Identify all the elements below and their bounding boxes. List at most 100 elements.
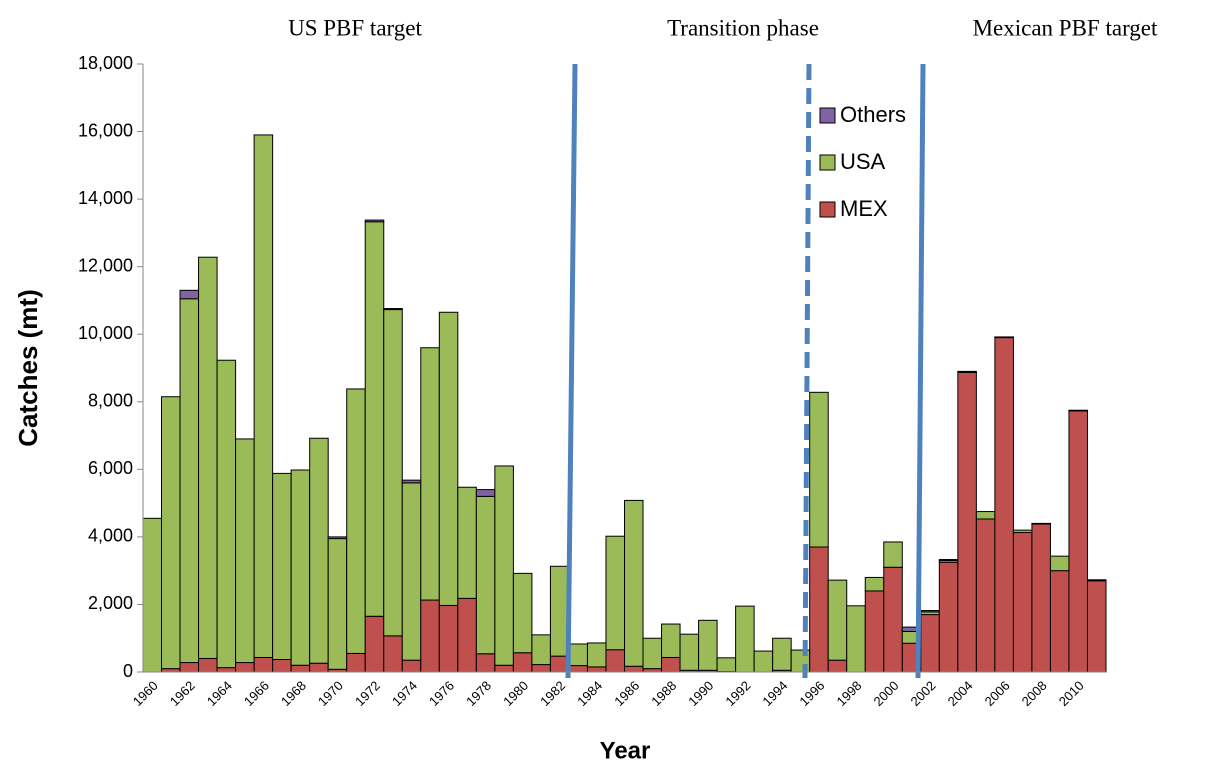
x-tick-label: 1990 (685, 678, 716, 709)
bar-segment (531, 634, 551, 666)
bar-segment (401, 659, 422, 673)
bar-segment (383, 635, 403, 673)
bar-segment (327, 538, 348, 670)
bar-segment (512, 572, 533, 654)
x-tick-label: 1966 (241, 678, 272, 709)
bar-segment (809, 391, 829, 548)
bar-segment (383, 308, 403, 311)
bar-segment (216, 359, 237, 669)
bar-segment (475, 495, 496, 655)
x-tick-label: 2008 (1019, 678, 1050, 709)
y-tick-label: 10,000 (78, 323, 133, 343)
bar-segment (1031, 522, 1051, 525)
bar-segment (253, 134, 274, 658)
bar-segment (1068, 409, 1088, 412)
bar-segment (920, 614, 940, 673)
bar-segment (883, 566, 903, 673)
bar-segment (716, 657, 737, 673)
bar-segment (1012, 531, 1033, 673)
y-tick-label: 2,000 (88, 593, 133, 613)
x-tick-label: 1988 (648, 678, 679, 709)
x-tick-label: 1980 (500, 678, 531, 709)
y-tick-label: 6,000 (88, 458, 133, 478)
bar-segment (512, 652, 533, 673)
bar-segment (198, 256, 218, 659)
bar-segment (624, 499, 644, 667)
bar-segment (975, 518, 996, 673)
bar-segment (272, 659, 292, 673)
bar-segment (253, 656, 274, 673)
bar-segment (179, 662, 200, 673)
bar-segment (586, 666, 607, 673)
x-tick-label: 1964 (204, 678, 235, 709)
x-tick-label: 1972 (352, 678, 383, 709)
bar-segment (235, 438, 255, 664)
x-tick-label: 1978 (463, 678, 494, 709)
bar-segment (383, 309, 403, 637)
x-tick-label: 2004 (945, 678, 976, 709)
bar-segment (994, 337, 1014, 673)
x-tick-label: 1970 (315, 678, 346, 709)
bar-segment (661, 623, 681, 658)
bar-segment (364, 219, 385, 223)
bar-segment (475, 489, 496, 497)
legend-label: USA (840, 149, 886, 174)
bar-segment (642, 668, 663, 673)
x-tick-label: 1986 (611, 678, 642, 709)
x-tick-label: 1984 (574, 678, 605, 709)
x-tick-label: 1994 (759, 678, 790, 709)
bar-segment (161, 668, 181, 673)
bar-segment (605, 649, 626, 673)
bar-segment (364, 221, 385, 617)
y-tick-label: 18,000 (78, 53, 133, 73)
bar-segment (1086, 579, 1107, 582)
bar-segment (624, 665, 644, 673)
bar-segment (938, 561, 959, 673)
bar-segment (1049, 555, 1070, 572)
bar-segment (846, 605, 866, 673)
bar-segment (457, 486, 477, 599)
phase-line (802, 63, 812, 679)
bar-segment (309, 662, 329, 673)
bar-segment (994, 336, 1014, 339)
x-tick-label: 1976 (426, 678, 457, 709)
y-tick-label: 14,000 (78, 188, 133, 208)
bar-segment (401, 482, 422, 661)
bar-segment (531, 664, 551, 673)
bar-segment (1068, 410, 1088, 673)
bar-segment (438, 604, 459, 673)
y-tick-label: 4,000 (88, 526, 133, 546)
annotation: US PBF target (288, 15, 422, 40)
bar-segment (272, 472, 292, 661)
bar-segment (290, 664, 311, 673)
x-tick-label: 1962 (167, 678, 198, 709)
bar-segment (735, 605, 755, 673)
x-tick-label: 1992 (722, 678, 753, 709)
bar-segment (420, 599, 440, 673)
x-tick-label: 1960 (130, 678, 161, 709)
bar-segment (957, 371, 977, 673)
y-tick-label: 16,000 (78, 120, 133, 140)
bar-segment (827, 659, 848, 673)
bar-segment (864, 590, 885, 673)
bar-segment (827, 579, 848, 661)
phase-line (565, 63, 578, 679)
legend-swatch (819, 201, 836, 218)
bar-segment (1086, 580, 1107, 673)
bar-segment (1012, 529, 1033, 533)
bar-segment (179, 289, 200, 300)
bar-segment (438, 311, 459, 606)
annotation: Mexican PBF target (973, 15, 1158, 40)
bar-segment (401, 479, 422, 484)
bar-segment (327, 536, 348, 540)
bar-segment (290, 469, 311, 666)
bar-segment (568, 643, 588, 667)
bar-segment (1031, 523, 1051, 673)
bar-segment (642, 637, 663, 670)
y-axis-title: Catches (mt) (13, 289, 43, 446)
bar-segment (457, 597, 477, 673)
x-tick-label: 2000 (871, 678, 902, 709)
bar-segment (679, 633, 700, 671)
bar-segment (494, 664, 514, 673)
bars (142, 134, 1107, 673)
